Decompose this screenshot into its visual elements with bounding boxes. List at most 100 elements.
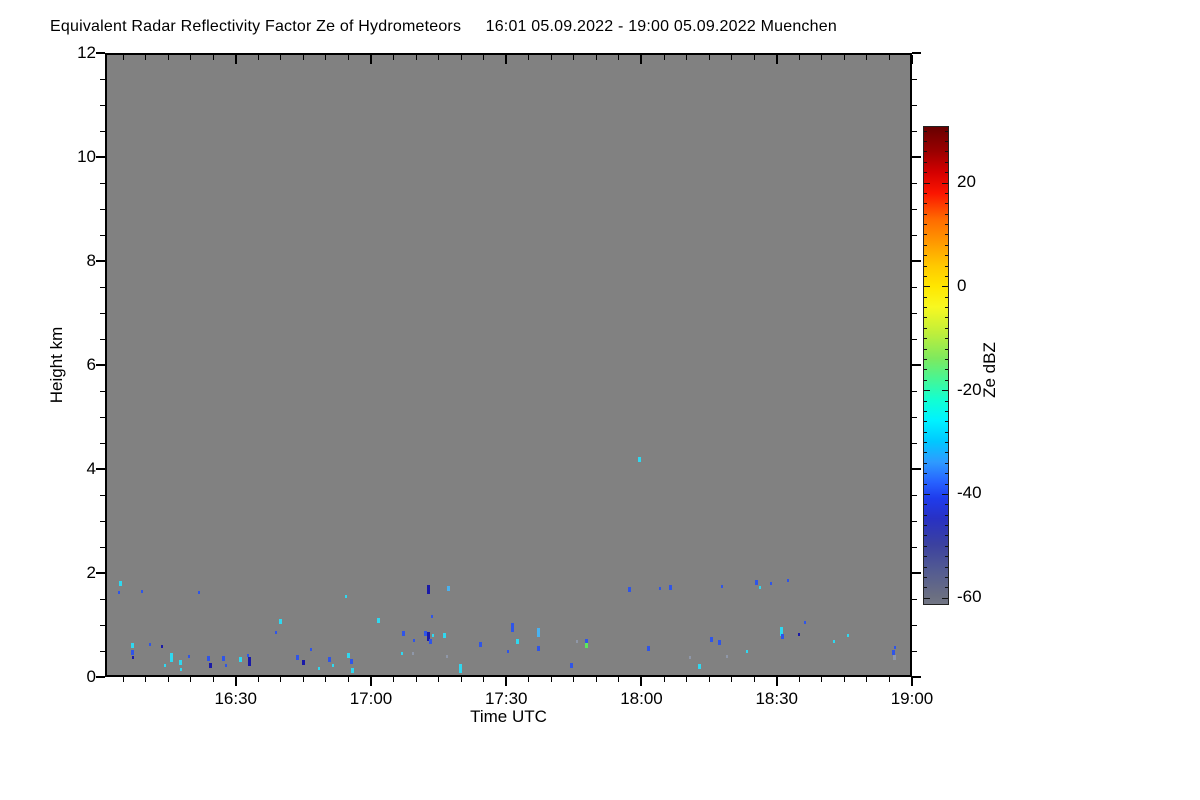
x-axis-top-tick [708, 55, 710, 60]
y-axis-tick [100, 416, 105, 418]
colorbar-tick [924, 172, 927, 174]
colorbar-tick-label: -40 [957, 483, 982, 503]
colorbar-tick [924, 504, 927, 506]
x-axis-top-tick [505, 55, 508, 64]
colorbar-tick [924, 327, 927, 329]
colorbar-tick [924, 545, 927, 547]
colorbar-tick [924, 379, 927, 381]
y-tick-label: 8 [86, 251, 96, 270]
y-axis-right-tick [912, 572, 921, 574]
x-axis-tick [393, 677, 395, 682]
reflectivity-pixel [317, 666, 320, 670]
colorbar-tick [924, 421, 927, 423]
x-axis-tick [505, 677, 508, 686]
x-axis-tick [122, 677, 124, 682]
colorbar-tick [945, 379, 948, 381]
x-tick-label: 19:00 [890, 689, 934, 708]
x-axis-top-tick [595, 55, 597, 60]
x-tick-label: 17:00 [349, 689, 393, 708]
reflectivity-pixel [758, 585, 761, 589]
x-axis-top-tick [686, 55, 688, 60]
x-axis-top-tick [483, 55, 485, 60]
x-axis-top-tick [302, 55, 304, 60]
reflectivity-pixel [246, 653, 249, 657]
reflectivity-pixel [426, 584, 430, 594]
colorbar-tick [945, 338, 948, 340]
colorbar-tick [924, 525, 927, 527]
reflectivity-pixel [141, 589, 144, 593]
colorbar-tick [945, 400, 948, 402]
x-axis-top-tick [731, 55, 733, 60]
y-axis-tick [100, 338, 105, 340]
y-axis-right-tick [912, 468, 921, 470]
colorbar-tick [945, 369, 948, 371]
reflectivity-pixel [797, 633, 800, 637]
reflectivity-pixel [510, 622, 514, 632]
x-axis-tick [775, 677, 778, 686]
colorbar-tick [945, 525, 948, 527]
reflectivity-pixel [710, 636, 714, 642]
x-axis-top-tick [640, 55, 643, 64]
colorbar-tick [924, 275, 927, 277]
x-axis-tick [911, 677, 913, 686]
colorbar-tick-label: -60 [957, 587, 982, 607]
colorbar-tick [945, 421, 948, 423]
reflectivity-pixel [769, 582, 772, 586]
colorbar-tick [942, 182, 948, 184]
y-axis-right-tick [912, 416, 917, 418]
reflectivity-pixel [132, 655, 135, 659]
x-axis-tick [528, 677, 530, 682]
x-axis-top-tick [528, 55, 530, 60]
colorbar-tick [945, 514, 948, 516]
reflectivity-pixel [224, 663, 227, 667]
reflectivity-pixel [327, 657, 331, 663]
x-axis-top-tick [438, 55, 440, 60]
colorbar-tick [924, 317, 927, 319]
x-axis-top-tick [753, 55, 755, 60]
colorbar-tick [924, 151, 927, 153]
y-axis-right-tick [912, 364, 921, 366]
colorbar-tick [942, 493, 948, 495]
y-axis-tick [100, 182, 105, 184]
reflectivity-pixel [131, 649, 134, 655]
x-tick-label: 18:00 [620, 689, 663, 708]
x-axis-top-tick [234, 55, 237, 64]
y-axis-right-tick [912, 676, 921, 678]
reflectivity-pixel [446, 654, 449, 658]
colorbar-tick [924, 483, 927, 485]
x-axis-top-tick [550, 55, 552, 60]
x-axis-tick [618, 677, 620, 682]
reflectivity-pixel [429, 638, 433, 644]
colorbar-tick [945, 203, 948, 205]
colorbar-tick [945, 224, 948, 226]
reflectivity-pixel [803, 621, 806, 625]
y-tick-label: 4 [86, 459, 96, 478]
colorbar-tick [924, 358, 927, 360]
y-axis-tick [100, 546, 105, 548]
reflectivity-pixel [179, 667, 182, 671]
reflectivity-pixel [647, 646, 651, 652]
colorbar-tick [924, 141, 927, 143]
reflectivity-pixel [310, 648, 313, 652]
colorbar-tick [945, 172, 948, 174]
reflectivity-pixel [892, 649, 896, 655]
x-axis-top-tick [325, 55, 327, 60]
x-axis-tick [257, 677, 259, 682]
y-axis-right-tick [912, 130, 917, 132]
x-axis-tick [753, 677, 755, 682]
y-axis-tick [100, 312, 105, 314]
colorbar-tick [924, 410, 927, 412]
x-axis-top-tick [911, 55, 913, 64]
reflectivity-pixel [164, 663, 167, 667]
x-axis-tick [212, 677, 214, 682]
colorbar-tick [924, 265, 927, 267]
x-axis-title: Time UTC [470, 707, 547, 726]
y-axis-right-tick [912, 260, 921, 262]
colorbar-tick [945, 483, 948, 485]
y-axis-right-tick [912, 624, 917, 626]
x-axis-tick [483, 677, 485, 682]
y-tick-label: 0 [86, 667, 96, 686]
reflectivity-pixel [846, 634, 849, 638]
reflectivity-pixel [332, 663, 335, 667]
colorbar-tick [924, 296, 927, 298]
